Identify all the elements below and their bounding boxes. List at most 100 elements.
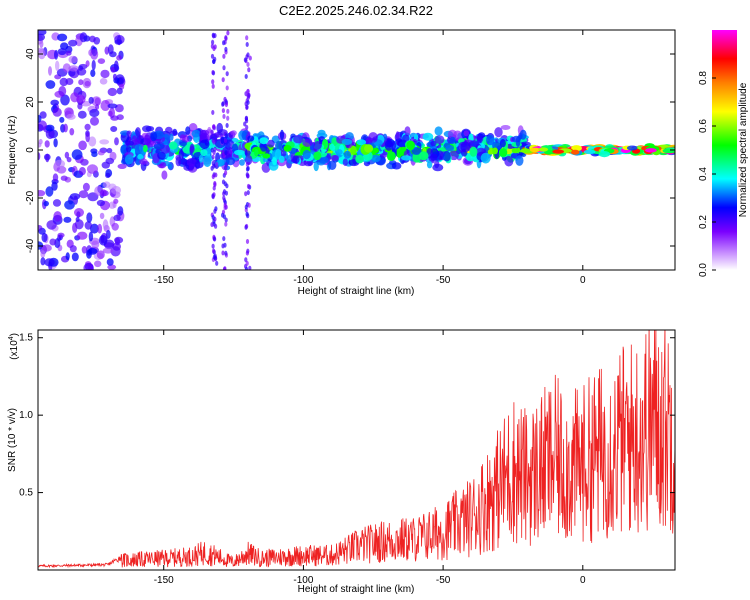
spectrogram-cell [395,131,400,140]
spectrogram-cell [43,200,49,207]
spectrogram-cell [364,144,374,153]
spectrogram-cell [57,232,65,238]
spectrogram-cell [499,139,506,148]
spectrogram-cell [53,138,58,148]
spectrogram-cell [222,53,226,59]
spectrogram-cell [84,221,93,230]
spectrogram-cell [90,49,99,60]
spectrogram-cell [246,190,250,196]
spectrogram-cell [279,129,285,141]
spectrogram-cell [211,39,215,45]
spectrogram-cell [38,225,43,231]
snr-frame [37,329,676,571]
figure-title: C2E2.2025.246.02.34.R22 [279,3,433,18]
spectrogram-cell [292,155,300,164]
snr-x-label: Height of straight line (km) [298,584,415,595]
spectrogram-x-tick-label: -100 [293,275,313,286]
spectrogram-x-label: Height of straight line (km) [298,286,415,297]
spectrogram-cell [145,126,155,132]
spectrogram-cell [203,156,212,168]
snr-y-label: SNR (10 * v/v) [7,408,18,472]
spectrogram-cell [245,239,250,244]
spectrogram-cell [247,202,251,208]
spectrogram-cell [267,139,275,148]
spectrogram-cell [110,115,119,121]
snr-multiplier-label: (x104) [8,333,20,360]
spectrogram-cell [221,101,225,107]
spectrogram-cell [87,164,98,174]
spectrogram-cell [430,153,438,161]
spectrogram-cell [504,155,514,167]
spectrogram-cell [195,160,201,170]
spectrogram-cell [44,140,50,148]
spectrogram-cell [213,146,217,152]
spectrogram-cell [200,149,208,157]
spectrogram-cell [212,59,216,65]
spectrogram-cell [248,265,252,270]
spectrogram-cell [216,158,225,167]
spectrogram-cell [63,216,72,223]
spectrogram-cell [213,236,217,242]
spectrogram-cell [246,173,250,179]
spectrogram-cell [86,212,93,223]
snr-panel: -150 -100 -50 0 0.5 1.0 1.5 Height of straigh… [7,329,676,595]
spectrogram-cell [89,223,99,234]
spectrogram-cell [106,147,113,154]
spectrogram-cell [78,167,86,176]
spectrogram-cell [662,148,675,154]
spectrogram-cell [221,179,226,185]
spectrogram-cell [64,151,70,159]
spectrogram-cell [216,122,223,134]
colorbar-gradient [712,30,737,270]
spectrogram-cell [511,148,520,154]
spectrogram-cell [224,102,228,108]
spectrogram-cell [143,144,148,153]
spectrogram-cell [78,79,84,86]
spectrogram-cell [313,151,322,161]
spectrogram-cell [426,161,433,169]
spectrogram-cell [97,223,103,234]
spectrogram-x-tick-label: -150 [154,275,174,286]
spectrogram-cell [445,144,455,152]
spectrogram-cell [157,151,166,160]
spectrogram-cell [245,260,249,266]
spectrogram-cell [212,248,216,254]
spectrogram-cell [442,150,451,162]
spectrogram-cell [90,69,96,77]
spectrogram-x-tick-label: -50 [436,275,451,286]
spectrogram-cell [191,129,201,138]
spectrogram-cell [447,129,457,139]
spectrogram-cell [342,158,348,166]
spectrogram-cell [246,62,250,67]
spectrogram-cell [402,134,410,143]
spectrogram-cell [210,165,214,171]
colorbar-tick-label: 0.8 [698,71,709,85]
spectrogram-cell [515,155,524,166]
spectrogram-cell [223,96,227,102]
spectrogram-cell [45,124,55,132]
spectrogram-cell [372,147,379,154]
spectrogram-cell [52,199,62,207]
spectrogram-cell [175,156,182,167]
spectrogram-cell [213,208,217,214]
spectrogram-cell [224,46,228,52]
spectrogram-cell [302,149,311,160]
spectrogram-cell [224,170,228,176]
spectrogram-cell [406,140,416,151]
spectrogram-cell [110,246,121,257]
spectrogram-cell [538,147,549,152]
spectrogram-x-tick-label: 0 [580,275,586,286]
spectrogram-cell [212,139,216,145]
spectrogram-cell [224,165,228,171]
spectrogram-cell [45,80,56,89]
spectrogram-cell [211,174,215,180]
spectrogram-cell [225,157,236,166]
spectrogram-cell [515,136,521,147]
spectrogram-cell [85,131,90,143]
spectrogram-cell [626,145,638,151]
spectrogram-cell [247,131,251,137]
spectrogram-cell [480,152,491,164]
spectrogram-cell [243,121,247,127]
spectrogram-cell [224,250,228,256]
spectrogram-cell [222,236,226,242]
